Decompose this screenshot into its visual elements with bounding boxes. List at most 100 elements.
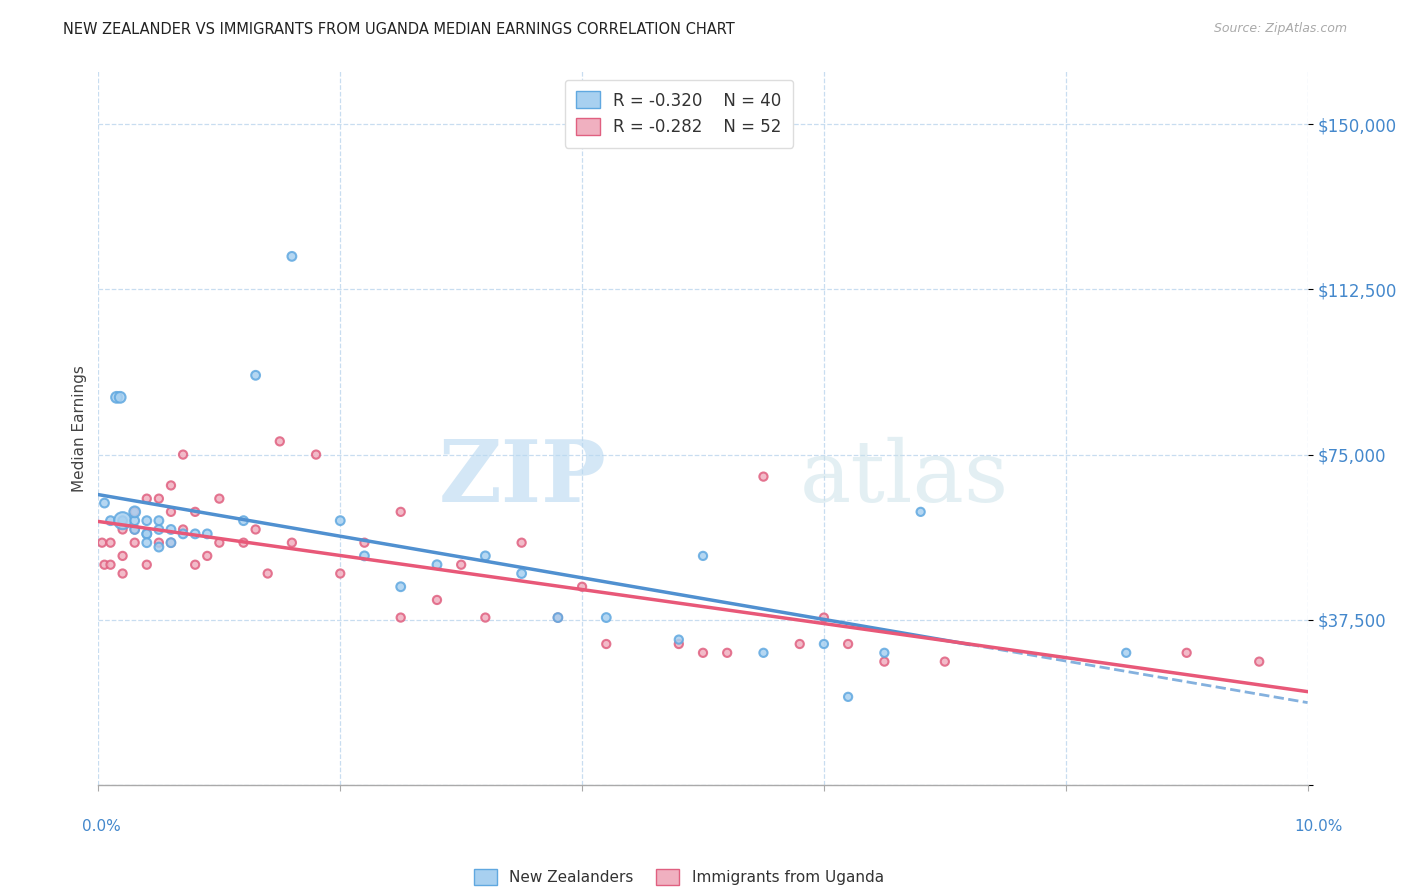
Point (111, 549, 134, 563)
Point (1249, 655, 1271, 669)
Point (389, 610, 412, 624)
Text: atlas: atlas (800, 436, 1010, 520)
Point (208, 535, 231, 549)
Text: Source: ZipAtlas.com: Source: ZipAtlas.com (1213, 22, 1347, 36)
Point (184, 558, 207, 572)
Point (148, 491, 170, 506)
Point (716, 646, 738, 660)
Point (184, 527, 207, 541)
Point (111, 514, 134, 528)
Point (195, 549, 218, 563)
Point (245, 368, 267, 383)
Point (93, 558, 115, 572)
Point (837, 637, 859, 651)
Point (105, 390, 128, 404)
Text: ZIP: ZIP (439, 436, 606, 520)
Point (124, 514, 146, 528)
Point (281, 249, 304, 263)
Point (510, 566, 533, 581)
Point (426, 593, 449, 607)
Point (100, 514, 122, 528)
Point (148, 535, 170, 549)
Point (426, 558, 449, 572)
Point (135, 491, 157, 506)
Point (329, 514, 352, 528)
Text: 10.0%: 10.0% (1295, 820, 1343, 834)
Point (873, 655, 896, 669)
Point (692, 549, 714, 563)
Point (256, 566, 278, 581)
Point (100, 558, 122, 572)
Point (160, 535, 183, 549)
Point (195, 527, 218, 541)
Point (1115, 646, 1137, 660)
Point (329, 566, 352, 581)
Point (571, 580, 593, 594)
Point (353, 535, 375, 549)
Point (813, 637, 835, 651)
Point (474, 549, 496, 563)
Point (124, 505, 146, 519)
Point (111, 523, 134, 537)
Point (184, 505, 207, 519)
Point (111, 514, 134, 528)
Point (547, 610, 569, 624)
Point (135, 527, 157, 541)
Point (135, 535, 157, 549)
Y-axis label: Median Earnings: Median Earnings (72, 365, 87, 491)
Point (752, 469, 775, 483)
Point (474, 610, 496, 624)
Point (208, 491, 231, 506)
Point (353, 549, 375, 563)
Point (910, 505, 932, 519)
Point (148, 514, 170, 528)
Point (873, 646, 896, 660)
Point (160, 535, 183, 549)
Point (813, 610, 835, 624)
Point (837, 690, 859, 704)
Point (245, 523, 267, 537)
Point (148, 540, 170, 554)
Point (135, 527, 157, 541)
Point (160, 505, 183, 519)
Point (305, 448, 328, 462)
Text: NEW ZEALANDER VS IMMIGRANTS FROM UGANDA MEDIAN EARNINGS CORRELATION CHART: NEW ZEALANDER VS IMMIGRANTS FROM UGANDA … (63, 22, 735, 37)
Point (124, 523, 146, 537)
Point (124, 535, 146, 549)
Point (124, 505, 146, 519)
Point (668, 632, 690, 647)
Point (510, 535, 533, 549)
Point (160, 523, 183, 537)
Point (547, 610, 569, 624)
Point (124, 523, 146, 537)
Point (389, 580, 412, 594)
Point (269, 434, 291, 449)
Text: 0.0%: 0.0% (82, 820, 121, 834)
Point (91, 535, 114, 549)
Point (232, 535, 254, 549)
Point (934, 655, 956, 669)
Point (389, 505, 412, 519)
Point (111, 566, 134, 581)
Point (450, 558, 472, 572)
Point (135, 514, 157, 528)
Point (148, 523, 170, 537)
Point (595, 637, 617, 651)
Point (160, 478, 183, 492)
Point (692, 646, 714, 660)
Point (595, 610, 617, 624)
Point (100, 535, 122, 549)
Point (281, 535, 304, 549)
Point (172, 527, 194, 541)
Point (1175, 646, 1198, 660)
Point (789, 637, 811, 651)
Point (108, 390, 131, 404)
Point (668, 637, 690, 651)
Point (135, 558, 157, 572)
Point (172, 448, 194, 462)
Point (232, 514, 254, 528)
Point (93, 496, 115, 510)
Point (172, 523, 194, 537)
Point (752, 646, 775, 660)
Legend: New Zealanders, Immigrants from Uganda: New Zealanders, Immigrants from Uganda (468, 863, 890, 891)
